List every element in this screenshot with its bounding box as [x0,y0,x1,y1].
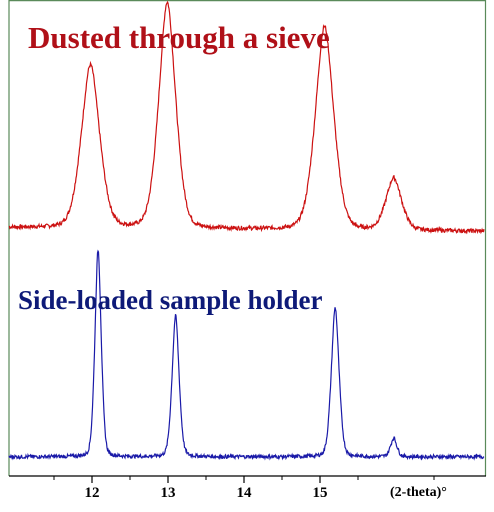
series-line-dusted [8,0,485,235]
series-title-side-loaded: Side-loaded sample holder [18,285,323,315]
x-axis-label: (2-theta)° [390,485,447,500]
series-line-side-loaded [8,249,485,461]
x-tick-label-14: 14 [237,485,253,501]
x-axis-ticks [53,476,435,483]
x-tick-label-12: 12 [85,485,100,501]
x-tick-label-13: 13 [161,485,176,501]
x-tick-label-15: 15 [313,485,328,501]
series-title-dusted: Dusted through a sieve [28,20,330,55]
x-axis-tick-labels: 12 13 14 15 [85,485,328,501]
